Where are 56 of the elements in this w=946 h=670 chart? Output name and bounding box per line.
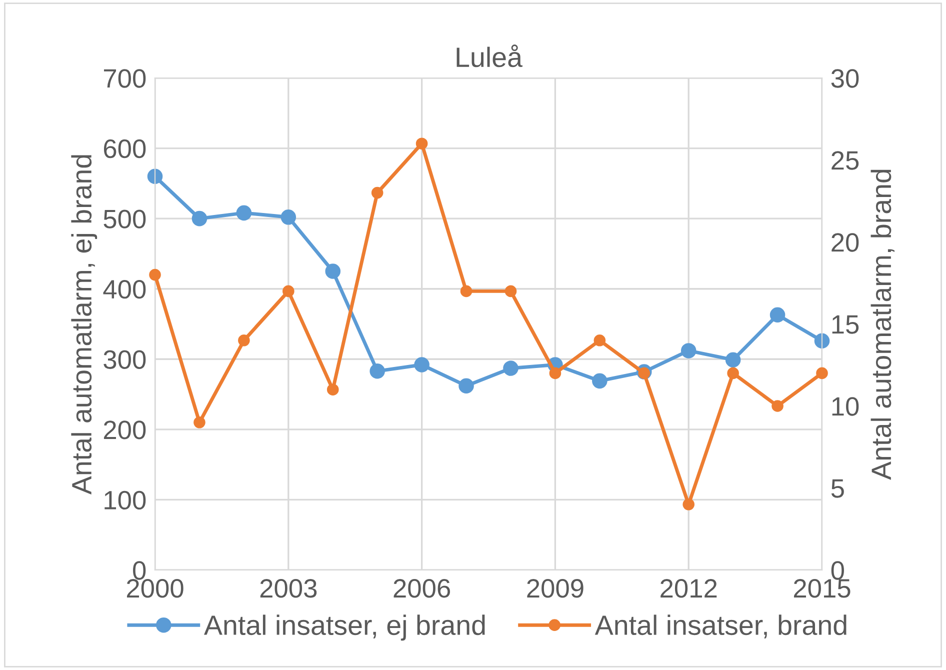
- y2-tick-label: 0: [831, 561, 844, 580]
- point: [371, 186, 384, 199]
- point: [236, 205, 252, 221]
- y2-tick-label: 25: [832, 151, 859, 170]
- point: [460, 285, 472, 298]
- point: [416, 138, 428, 150]
- y2-tick-label: 30: [831, 69, 859, 88]
- x-tick-label: 2015: [794, 579, 850, 598]
- point: [680, 343, 696, 358]
- point: [192, 210, 208, 226]
- point: [238, 334, 250, 346]
- point: [280, 210, 296, 225]
- point: [414, 357, 430, 372]
- point: [814, 333, 830, 349]
- point: [370, 363, 385, 379]
- point: [503, 360, 518, 376]
- y-tick-label: 100: [104, 490, 146, 510]
- point: [770, 307, 786, 322]
- chart-title: Luleå: [456, 44, 522, 68]
- point: [682, 498, 695, 510]
- point: [326, 384, 339, 396]
- point: [727, 367, 739, 380]
- x-tick-label: 2009: [527, 579, 584, 598]
- point: [772, 400, 784, 412]
- point: [592, 373, 608, 389]
- y2-tick-label: 5: [831, 479, 844, 498]
- point: [282, 285, 294, 298]
- legend-label: Antal insatser, ej brand: [204, 614, 485, 641]
- point: [147, 168, 163, 184]
- y-tick-label: 0: [133, 561, 146, 580]
- point: [325, 264, 341, 279]
- legend-label: Antal insatser, brand: [594, 614, 846, 638]
- y2-axis-title: Antal automatlarm, brand: [870, 170, 894, 480]
- point: [149, 268, 161, 281]
- point: [549, 367, 562, 380]
- y2-tick-label: 15: [832, 315, 859, 334]
- point: [725, 352, 741, 368]
- y2-tick-label: 20: [832, 233, 859, 252]
- x-tick-label: 2012: [660, 579, 717, 598]
- point: [638, 367, 650, 380]
- y-tick-label: 500: [104, 210, 146, 228]
- y-tick-label: 400: [103, 280, 146, 299]
- y-tick-label: 600: [104, 139, 146, 158]
- y-tick-label: 700: [104, 69, 146, 88]
- point: [458, 378, 474, 394]
- x-tick-label: 2003: [260, 579, 317, 598]
- y-tick-label: 200: [104, 420, 146, 440]
- point: [816, 367, 828, 380]
- y2-tick-label: 10: [832, 397, 859, 416]
- x-tick-label: 2006: [394, 579, 450, 598]
- point: [504, 285, 517, 298]
- x-tick-label: 2000: [126, 579, 184, 598]
- point: [594, 334, 606, 346]
- y-tick-label: 300: [104, 350, 146, 369]
- point: [194, 416, 206, 428]
- y-axis-title: Antal automatlarm, ej brand: [71, 155, 98, 495]
